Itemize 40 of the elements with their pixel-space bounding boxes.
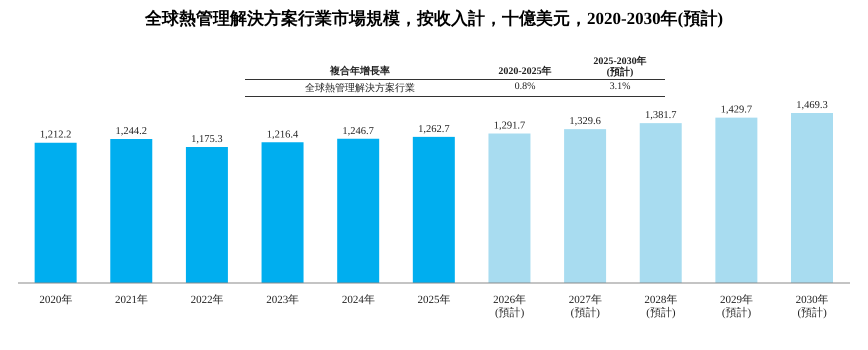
bar	[337, 138, 380, 283]
text: 全球熱管理解決方案行業	[304, 82, 416, 95]
text: 3.1%	[608, 81, 632, 94]
data-label: 1,429.7	[720, 104, 752, 116]
bar	[564, 129, 606, 283]
bar	[791, 113, 834, 283]
data-label: 1,291.7	[494, 120, 526, 132]
data-label: 1,262.7	[418, 124, 450, 135]
bar	[110, 139, 152, 283]
text: 0.8%	[514, 81, 536, 94]
bar	[412, 136, 455, 283]
data-label: 1,216.4	[266, 129, 300, 140]
data-label: 1,329.6	[569, 116, 601, 128]
x-tick-label: 2027年 (預計)	[568, 294, 602, 319]
text: 2020-2025年	[497, 64, 553, 78]
data-label: 1,246.7	[342, 126, 374, 137]
x-tick-label: 2026年 (預計)	[493, 294, 526, 319]
data-label: 1,212.2	[40, 130, 72, 141]
x-tick-label: 2029年 (預計)	[720, 294, 754, 319]
x-tick-label: 2021年	[114, 294, 148, 306]
data-label: 1,381.7	[644, 110, 676, 122]
x-tick-label: 2023年	[266, 294, 300, 306]
bar	[262, 142, 304, 283]
x-tick-label: 2022年	[190, 294, 224, 306]
x-tick-label: 2030年 (預計)	[796, 294, 829, 319]
bar	[640, 123, 682, 283]
x-tick-label: 2028年 (預計)	[644, 294, 678, 319]
bar	[715, 118, 758, 283]
text: 2025-2030年 (預計)	[592, 56, 648, 78]
bar	[488, 134, 530, 283]
x-tick-label: 2024年	[342, 294, 375, 306]
data-label: 1,244.2	[116, 126, 148, 138]
text: 複合年增長率	[328, 64, 391, 78]
data-label: 1,175.3	[191, 134, 223, 146]
bar	[186, 147, 228, 283]
bar	[34, 142, 77, 283]
data-label: 1,469.3	[796, 100, 828, 111]
chart-title: 全球熱管理解決方案行業市場規模，按收入計，十億美元，2020-2030年(預計)	[144, 8, 724, 30]
x-tick-label: 2025年	[418, 294, 450, 306]
x-tick-label: 2020年	[39, 294, 72, 306]
